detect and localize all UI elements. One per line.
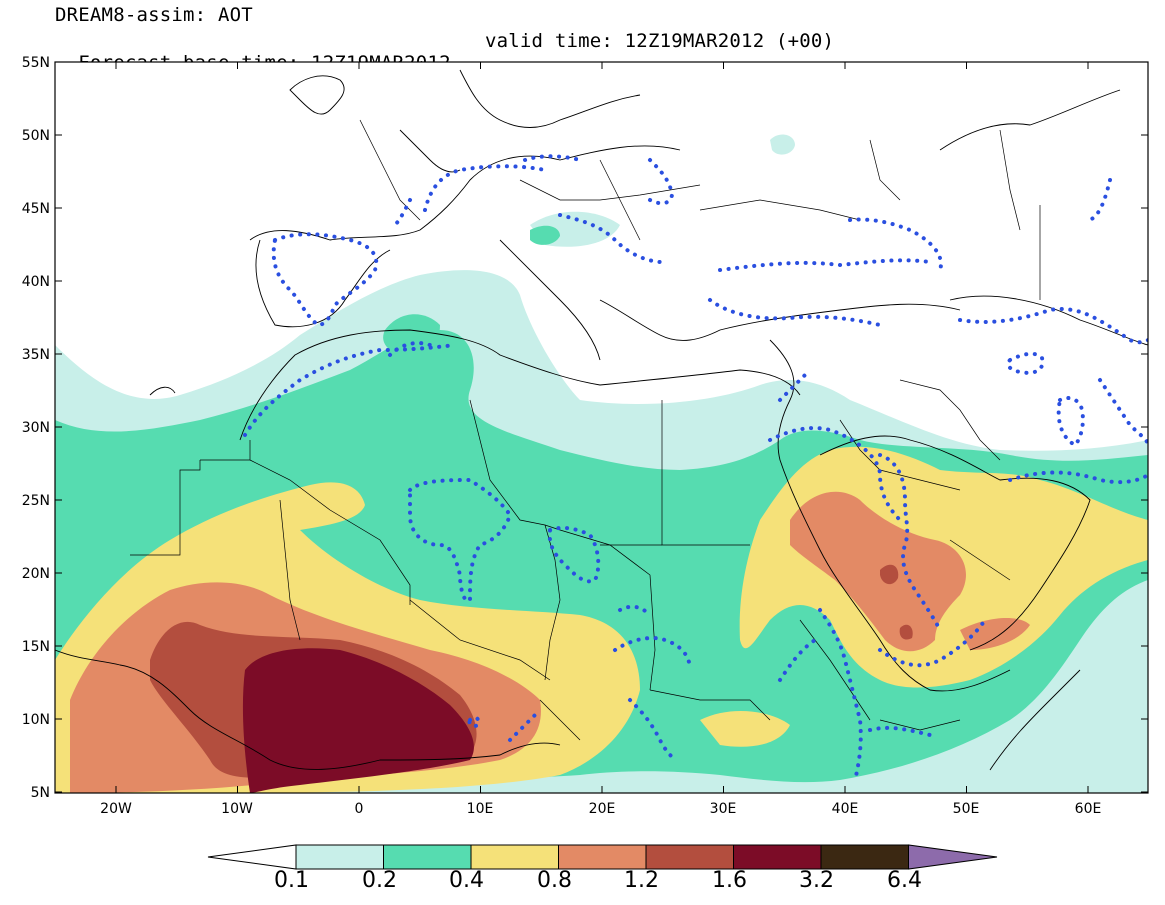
lat-label-40n: 40N <box>22 274 50 290</box>
lat-label-10n: 10N <box>22 712 50 728</box>
colorbar-over-arrow <box>908 844 998 870</box>
latitude-axis: 55N 50N 45N 40N 35N 30N 25N 20N 15N 10N … <box>22 55 50 801</box>
colorbar-label-0.1: 0.1 <box>274 868 309 893</box>
valid-time-label: valid time: 12Z19MAR2012 (+00) <box>485 30 835 52</box>
lat-label-15n: 15N <box>22 639 50 655</box>
colorbar-swatch-0.2-0.4 <box>383 844 472 870</box>
map-title: DREAM8-assim: AOT <box>55 4 253 26</box>
longitude-ticks <box>115 62 1089 793</box>
colorbar-label-6.4: 6.4 <box>887 868 922 893</box>
aot-contour-1.6 <box>242 648 474 793</box>
lon-label-20e: 20E <box>589 801 616 817</box>
colorbar-under-arrow <box>207 844 297 870</box>
colorbar-swatch-0.1-0.2 <box>295 844 384 870</box>
colorbar-swatch-0.4-0.8 <box>470 844 559 870</box>
colorbar-swatch-3.2-6.4 <box>820 844 909 870</box>
lon-label-30e: 30E <box>710 801 737 817</box>
longitude-axis: 20W 10W 0 10E 20E 30E 40E 50E 60E <box>100 801 1101 817</box>
colorbar-label-1.6: 1.6 <box>712 868 747 893</box>
map-area <box>55 62 1148 793</box>
lat-label-30n: 30N <box>22 420 50 436</box>
colorbar-label-1.2: 1.2 <box>624 868 659 893</box>
coastlines <box>55 69 1148 771</box>
lon-label-50e: 50E <box>953 801 980 817</box>
colorbar-label-0.4: 0.4 <box>449 868 484 893</box>
lat-label-25n: 25N <box>22 493 50 509</box>
colorbar-label-0.2: 0.2 <box>362 868 397 893</box>
lat-label-45n: 45N <box>22 201 50 217</box>
colorbar-label-3.2: 3.2 <box>799 868 834 893</box>
colorbar <box>207 844 998 870</box>
country-borders <box>130 119 1041 741</box>
latitude-ticks <box>55 61 1148 793</box>
lon-label-20w: 20W <box>100 801 132 817</box>
lat-label-20n: 20N <box>22 566 50 582</box>
lon-label-60e: 60E <box>1075 801 1102 817</box>
lon-label-40e: 40E <box>832 801 859 817</box>
lat-label-35n: 35N <box>22 347 50 363</box>
dotted-contours <box>243 154 1148 782</box>
colorbar-swatch-0.8-1.2 <box>558 844 647 870</box>
colorbar-label-0.8: 0.8 <box>537 868 572 893</box>
lat-label-55n: 55N <box>22 55 50 71</box>
lon-label-0: 0 <box>355 801 364 817</box>
colorbar-swatch-1.6-3.2 <box>733 844 822 870</box>
lat-label-5n: 5N <box>31 785 50 801</box>
lat-label-50n: 50N <box>22 128 50 144</box>
colorbar-swatch-1.2-1.6 <box>645 844 734 870</box>
lon-label-10w: 10W <box>221 801 253 817</box>
lon-label-10e: 10E <box>467 801 494 817</box>
